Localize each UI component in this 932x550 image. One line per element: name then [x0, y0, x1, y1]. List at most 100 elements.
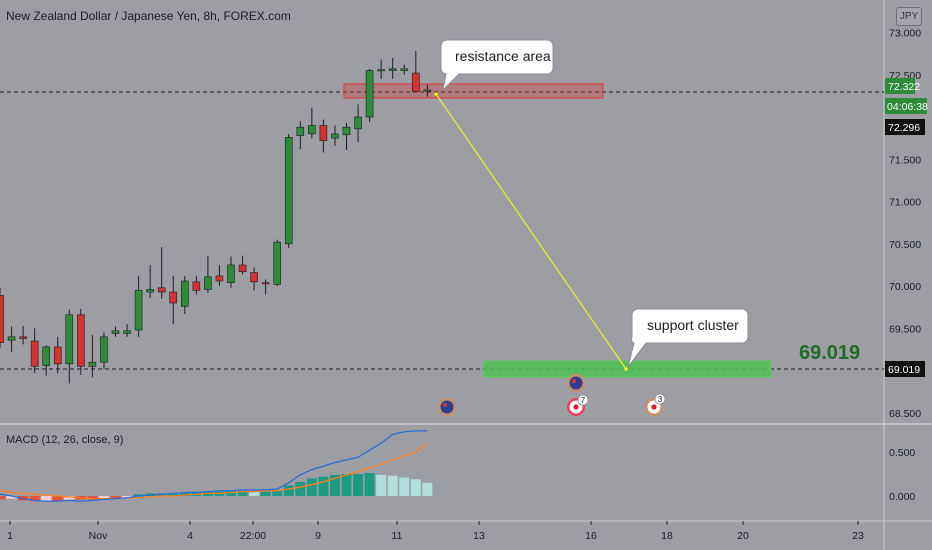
candle-up[interactable] [365, 68, 374, 123]
candle-down[interactable] [169, 275, 178, 325]
candle-down[interactable] [250, 267, 258, 291]
price-tick-label: 71.500 [889, 154, 921, 166]
candle-up[interactable] [388, 57, 397, 79]
candle-up[interactable] [146, 264, 154, 298]
macd-histogram-bar [295, 481, 306, 496]
macd-histogram-bar [110, 496, 121, 499]
projection-end-handle[interactable] [624, 367, 628, 371]
macd-histogram-bar [387, 475, 398, 496]
projection-line[interactable] [435, 93, 627, 370]
macd-histogram-bar [306, 478, 317, 496]
resistance-callout[interactable]: resistance area [440, 39, 554, 92]
candle-down[interactable] [53, 336, 62, 374]
candle-body [411, 72, 420, 92]
candle-down[interactable] [238, 255, 247, 275]
candle-up[interactable] [423, 84, 432, 97]
candle-up[interactable] [227, 256, 235, 288]
candle-down[interactable] [19, 325, 27, 345]
candle-up[interactable] [111, 326, 120, 337]
candle-up[interactable] [204, 255, 212, 293]
candle-down[interactable] [0, 287, 4, 348]
candle-body [146, 289, 154, 293]
candle-body [77, 314, 85, 367]
chart-title: New Zealand Dollar / Japanese Yen, 8h, F… [6, 9, 291, 23]
candle-body [273, 241, 282, 285]
dashed-level-text: 72.296 [888, 122, 920, 134]
support-callout[interactable]: support cluster [627, 308, 749, 368]
candle-up[interactable] [308, 107, 316, 139]
macd-histogram-bar [179, 492, 190, 496]
support-level-tag: 69.019 [885, 361, 925, 377]
candle-up[interactable] [273, 239, 282, 287]
candle-up[interactable] [377, 59, 385, 79]
support-level-box [885, 361, 925, 377]
macd-histogram-bar [283, 485, 294, 496]
candle-body [342, 126, 351, 136]
candle-down[interactable] [261, 279, 270, 295]
candle-up[interactable] [123, 324, 131, 337]
macd-histogram-bar [249, 491, 260, 496]
currency-badge[interactable]: JPY [896, 7, 922, 26]
candle-body [123, 330, 131, 334]
candle-body [169, 291, 178, 304]
time-tick-label: 11 [392, 530, 403, 542]
macd-axis[interactable]: 0.500 0.000 [889, 447, 915, 503]
last-price-text: 72.322 [888, 81, 920, 93]
candle-up[interactable] [181, 275, 189, 314]
projection-start-handle[interactable] [434, 92, 438, 96]
candle-down[interactable] [30, 328, 39, 374]
time-tick-label: 13 [473, 530, 485, 542]
candle-body [100, 336, 108, 363]
macd-histogram-bar [6, 496, 17, 499]
macd-histogram-bar [52, 496, 63, 502]
candle-up[interactable] [100, 332, 108, 369]
candle-body [134, 290, 143, 331]
economic-event-nz[interactable] [438, 398, 456, 416]
candle-body [42, 346, 51, 366]
candle-up[interactable] [42, 345, 51, 376]
candle-up[interactable] [296, 121, 305, 150]
candle-up[interactable] [354, 104, 362, 143]
economic-event-jp-group[interactable]: 7 [567, 394, 589, 416]
candle-up[interactable] [284, 133, 293, 249]
candle-down[interactable] [411, 51, 420, 92]
candle-up[interactable] [7, 326, 16, 353]
macd-histogram-bar [260, 491, 271, 496]
economic-event-nz-2[interactable] [567, 374, 585, 392]
event-count-text: 3 [658, 395, 663, 404]
resistance-zone[interactable] [343, 83, 604, 99]
flag-star-icon [443, 403, 447, 407]
macd-histogram-bar [41, 496, 52, 501]
dashed-level-box [885, 119, 925, 135]
macd-histogram-bar [318, 476, 329, 496]
candle-up[interactable] [65, 309, 74, 384]
candle-body [53, 346, 62, 365]
candle-up[interactable] [400, 64, 409, 75]
candle-up[interactable] [134, 275, 143, 337]
economic-event-jp-group-2[interactable]: 3 [645, 393, 666, 416]
candle-up[interactable] [331, 125, 339, 146]
time-tick-label: 20 [737, 530, 749, 542]
candle-body [65, 314, 74, 365]
candle-body [19, 336, 27, 339]
macd-tick-label: 0.000 [889, 491, 915, 503]
macd-histogram-bar [29, 496, 40, 502]
candle-down[interactable] [77, 308, 85, 375]
candle-body [0, 295, 4, 344]
time-tick-label: 22:00 [240, 530, 266, 542]
candle-body [227, 264, 235, 283]
dashed-level-tag: 72.296 [885, 119, 925, 135]
time-tick-label: 1 [7, 530, 13, 542]
macd-histogram-bar [376, 474, 387, 496]
flag-star-icon [572, 379, 576, 383]
candle-down[interactable] [215, 264, 224, 287]
time-axis[interactable]: 1 Nov 4 22:00 9 11 13 16 18 20 23 [7, 521, 864, 542]
candle-up[interactable] [342, 122, 351, 150]
candle-down[interactable] [319, 119, 328, 153]
candle-down[interactable] [157, 247, 166, 299]
candle-up[interactable] [88, 335, 97, 378]
candle-down[interactable] [192, 275, 201, 295]
candle-body [319, 125, 328, 141]
